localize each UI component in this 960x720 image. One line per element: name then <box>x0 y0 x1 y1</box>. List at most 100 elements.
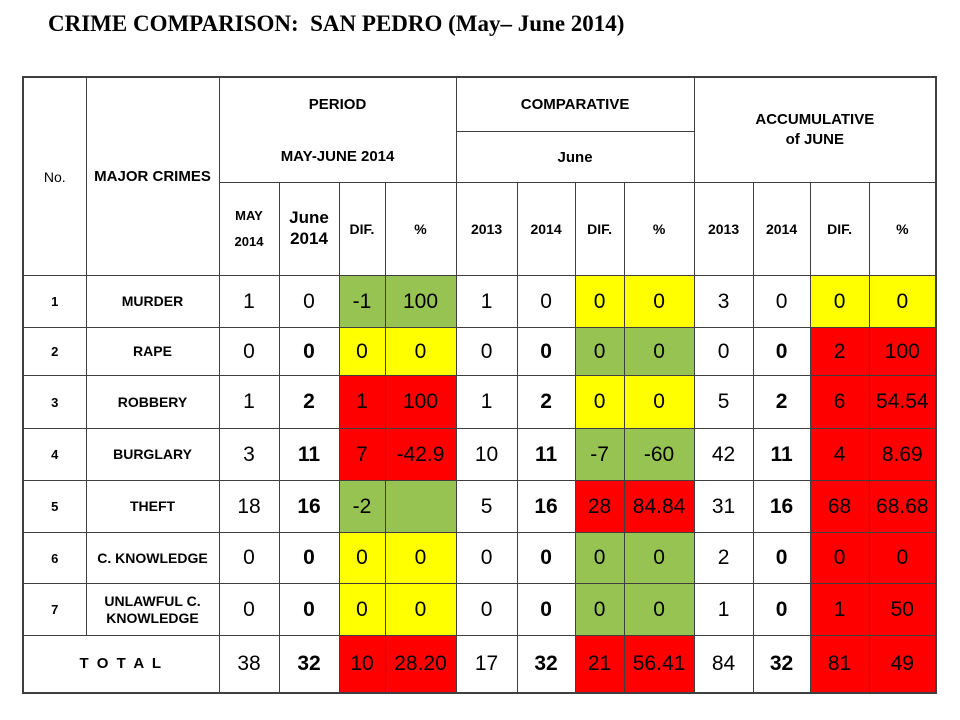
crime-label: THEFT <box>85 480 220 533</box>
value-cell: 50 <box>868 583 937 636</box>
col-header-dif-period: DIF. <box>338 182 386 276</box>
row-number: 5 <box>22 480 87 533</box>
value-cell: 0 <box>623 532 695 584</box>
value-cell: 16 <box>516 480 576 533</box>
table-row: 4 BURGLARY 3 11 7 -42.9 10 11 -7 -60 42 11 4 8.69 <box>22 428 937 481</box>
value-cell: 4 <box>809 428 870 481</box>
value-cell: 100 <box>384 275 457 328</box>
value-cell: 17 <box>455 635 518 693</box>
header-accumulative-line1: ACCUMULATIVE <box>755 110 875 128</box>
value-cell: 1 <box>455 375 518 429</box>
value-cell: 10 <box>455 428 518 481</box>
value-cell: 0 <box>574 532 625 584</box>
value-cell: 2 <box>516 375 576 429</box>
value-cell: 56.41 <box>623 635 695 693</box>
value-cell: 0 <box>574 327 625 376</box>
value-cell: -1 <box>338 275 386 328</box>
value-cell: 16 <box>278 480 340 533</box>
row-number: 4 <box>22 428 87 481</box>
crime-label: RAPE <box>85 327 220 376</box>
crime-label: UNLAWFUL C. KNOWLEDGE <box>85 583 220 636</box>
value-cell: 11 <box>752 428 811 481</box>
value-cell: 11 <box>516 428 576 481</box>
value-cell: 0 <box>384 532 457 584</box>
value-cell: 0 <box>752 532 811 584</box>
value-cell: 54.54 <box>868 375 937 429</box>
value-cell: 0 <box>384 327 457 376</box>
header-accumulative-line2: of JUNE <box>785 131 844 148</box>
value-cell: 0 <box>809 275 870 328</box>
value-cell: 18 <box>218 480 280 533</box>
row-number: 2 <box>22 327 87 376</box>
col-header-2013-comparative: 2013 <box>455 182 518 276</box>
value-cell: 0 <box>218 327 280 376</box>
page-title: CRIME COMPARISON: SAN PEDRO (May– June 2… <box>48 11 625 36</box>
col-header-2013-accumulative: 2013 <box>693 182 754 276</box>
crime-comparison-table: No. MAJOR CRIMES PERIOD MAY-JUNE 2014 CO… <box>22 76 938 694</box>
total-label: T O T A L <box>22 635 220 693</box>
total-row: T O T A L 38 32 10 28.20 17 32 21 56.41 84 32 81 49 <box>22 635 937 693</box>
row-number: 3 <box>22 375 87 429</box>
row-number: 7 <box>22 583 87 636</box>
crime-label: ROBBERY <box>85 375 220 429</box>
table-row: 7 UNLAWFUL C. KNOWLEDGE 0 0 0 0 0 0 0 0 1 0 1 50 <box>22 583 937 636</box>
value-cell: 3 <box>218 428 280 481</box>
col-header-june-2014: June 2014 <box>278 182 340 276</box>
value-cell: 32 <box>752 635 811 693</box>
value-cell: 0 <box>623 375 695 429</box>
value-cell: -7 <box>574 428 625 481</box>
value-cell: 0 <box>278 275 340 328</box>
value-cell: 2 <box>752 375 811 429</box>
value-cell: 21 <box>574 635 625 693</box>
value-cell: 32 <box>278 635 340 693</box>
table-body: 1 MURDER 1 0 -1 100 1 0 0 0 3 0 0 0 2 RAPE 0 0 0 0 0 0 0 0 0 0 2 10… <box>22 275 937 693</box>
value-cell: 38 <box>218 635 280 693</box>
value-cell: 1 <box>218 375 280 429</box>
col-header-pct-comparative: % <box>623 182 695 276</box>
value-cell: -2 <box>338 480 386 533</box>
value-cell: 0 <box>623 275 695 328</box>
value-cell: 0 <box>455 532 518 584</box>
value-cell: 8.69 <box>868 428 937 481</box>
value-cell: -42.9 <box>384 428 457 481</box>
col-header-2014-comparative: 2014 <box>516 182 576 276</box>
header-major-crimes: MAJOR CRIMES <box>85 76 220 276</box>
header-comparative: COMPARATIVE <box>455 76 695 133</box>
value-cell: 0 <box>623 327 695 376</box>
value-cell: 5 <box>693 375 754 429</box>
value-cell: 28.20 <box>384 635 457 693</box>
crime-label: C. KNOWLEDGE <box>85 532 220 584</box>
value-cell: 31 <box>693 480 754 533</box>
col-header-dif-comparative: DIF. <box>574 182 625 276</box>
value-cell: 0 <box>338 532 386 584</box>
value-cell: 10 <box>338 635 386 693</box>
value-cell: 0 <box>278 583 340 636</box>
value-cell: 42 <box>693 428 754 481</box>
table-row: 2 RAPE 0 0 0 0 0 0 0 0 0 0 2 100 <box>22 327 937 376</box>
col-header-2014-accumulative: 2014 <box>752 182 811 276</box>
col-header-may-2014: MAY 2014 <box>218 182 280 276</box>
value-cell: 0 <box>278 327 340 376</box>
value-cell: 5 <box>455 480 518 533</box>
header-comparative-june: June <box>455 131 695 183</box>
value-cell: 0 <box>338 327 386 376</box>
table-row: 5 THEFT 18 16 -2 5 16 28 84.84 31 16 68 68.68 <box>22 480 937 533</box>
value-cell: 3 <box>693 275 754 328</box>
value-cell: 2 <box>278 375 340 429</box>
value-cell: 32 <box>516 635 576 693</box>
table-row: 6 C. KNOWLEDGE 0 0 0 0 0 0 0 0 2 0 0 0 <box>22 532 937 584</box>
table-header: No. MAJOR CRIMES PERIOD MAY-JUNE 2014 CO… <box>22 76 937 276</box>
col-header-dif-accumulative: DIF. <box>809 182 870 276</box>
value-cell: 0 <box>516 583 576 636</box>
value-cell: 6 <box>809 375 870 429</box>
value-cell: 0 <box>338 583 386 636</box>
value-cell: 100 <box>384 375 457 429</box>
value-cell: 0 <box>516 327 576 376</box>
value-cell: 81 <box>809 635 870 693</box>
value-cell: 68 <box>809 480 870 533</box>
header-period: PERIOD <box>308 95 367 113</box>
row-number: 6 <box>22 532 87 584</box>
value-cell: 16 <box>752 480 811 533</box>
value-cell: 0 <box>693 327 754 376</box>
value-cell: 0 <box>278 532 340 584</box>
